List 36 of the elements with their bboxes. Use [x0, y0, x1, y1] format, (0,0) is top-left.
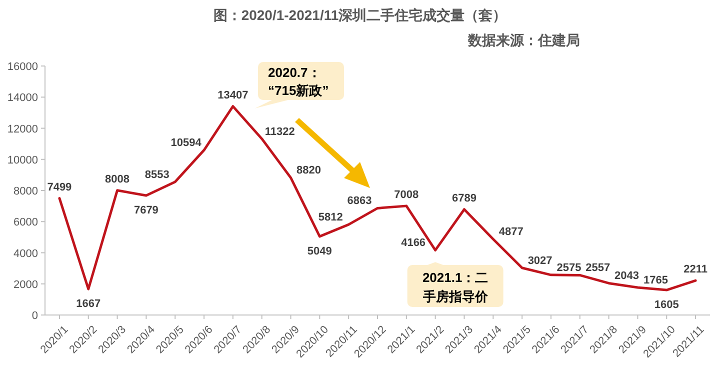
- data-label: 7008: [394, 188, 419, 201]
- data-label: 10594: [170, 137, 202, 150]
- source-note: 数据来源：住建局: [467, 32, 580, 48]
- data-label: 1667: [76, 298, 101, 310]
- annotation: 2020.7：“715新政”: [268, 65, 329, 98]
- data-label: 4877: [498, 226, 524, 238]
- data-label: 2557: [586, 262, 610, 274]
- data-label: 8553: [144, 168, 170, 181]
- y-tick-label: 14000: [7, 92, 38, 104]
- data-label: 6863: [347, 195, 372, 208]
- data-label: 3027: [528, 254, 552, 267]
- data-label: 2043: [614, 270, 640, 282]
- data-label: 6789: [452, 192, 476, 204]
- data-label: 5812: [318, 212, 343, 224]
- data-label: 4166: [401, 237, 426, 250]
- data-label: 8008: [105, 173, 130, 186]
- data-label: 11322: [264, 126, 295, 138]
- y-tick-label: 2000: [14, 278, 38, 291]
- y-tick-label: 4000: [14, 248, 38, 260]
- y-tick-label: 8000: [14, 186, 38, 198]
- y-tick-label: 12000: [7, 123, 38, 136]
- data-label: 13407: [218, 89, 248, 102]
- y-tick-label: 0: [32, 310, 38, 322]
- data-label: 8820: [296, 164, 322, 177]
- data-label: 7679: [134, 204, 158, 216]
- chart-title: 图：2020/1-2021/11深圳二手住宅成交量（套）: [213, 7, 507, 23]
- y-tick-label: 16000: [7, 61, 38, 73]
- data-label: 2575: [556, 262, 582, 274]
- data-label: 1765: [643, 274, 668, 287]
- data-label: 1605: [654, 299, 679, 312]
- data-label: 5049: [307, 245, 332, 258]
- y-tick-label: 10000: [7, 154, 38, 166]
- data-label: 7499: [47, 181, 72, 194]
- annotation: 2021.1：二手房指导价: [422, 270, 489, 304]
- data-label: 2211: [684, 264, 708, 276]
- y-tick-label: 6000: [14, 216, 38, 229]
